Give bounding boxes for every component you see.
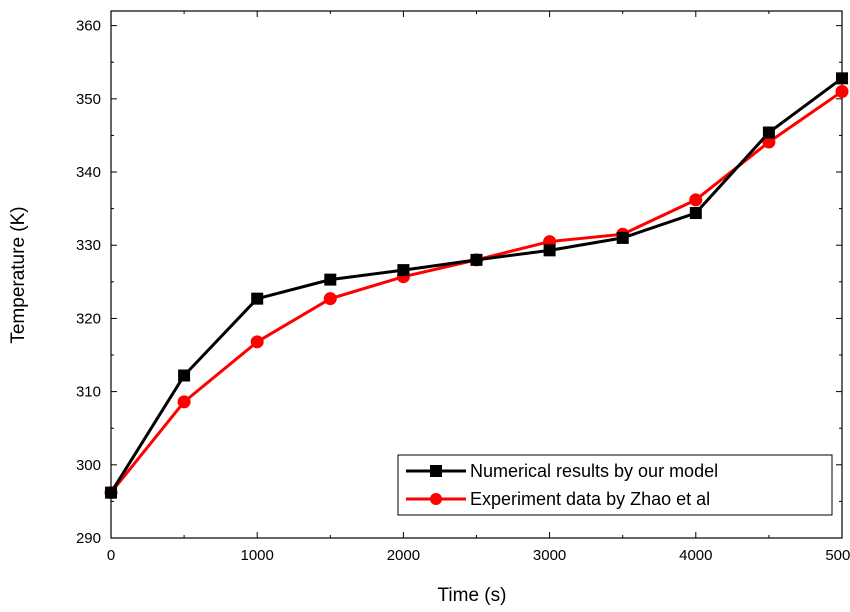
data-point-square xyxy=(543,244,556,257)
y-tick-label: 330 xyxy=(76,237,101,254)
data-point-square xyxy=(324,273,337,286)
series-layer xyxy=(104,72,849,500)
y-axis-title: Temperature (K) xyxy=(8,206,29,343)
data-point-circle xyxy=(835,85,849,99)
data-point-square xyxy=(105,486,117,499)
series-numerical xyxy=(105,72,848,499)
x-axis-title: Time (s) xyxy=(438,585,507,606)
x-tick-label: 5000 xyxy=(825,547,850,564)
data-point-square xyxy=(470,253,483,266)
x-tick-label: 4000 xyxy=(679,547,712,564)
data-point-square xyxy=(689,207,702,220)
legend-box xyxy=(397,454,833,516)
axis-ticks xyxy=(110,11,843,539)
legend-entry-numerical: Numerical results by our model xyxy=(406,461,718,481)
x-tick-label: 3000 xyxy=(533,547,566,564)
data-point-square xyxy=(836,72,848,85)
data-point-square xyxy=(178,369,191,382)
axis-tick-labels: 0 1000 2000 3000 4000 5000 290 300 310 320 330 340 3… xyxy=(76,18,850,564)
legend-label-numerical: Numerical results by our model xyxy=(470,461,718,481)
y-tick-label: 320 xyxy=(76,310,101,327)
legend-entry-experiment: Experiment data by Zhao et al xyxy=(406,489,710,509)
data-point-square xyxy=(397,264,410,277)
x-tick-label: 1000 xyxy=(241,547,274,564)
data-point-square xyxy=(251,292,264,305)
y-tick-label: 340 xyxy=(76,164,101,181)
data-point-circle xyxy=(689,193,703,207)
legend-label-experiment: Experiment data by Zhao et al xyxy=(470,489,710,509)
legend-marker-circle xyxy=(430,493,442,505)
x-tick-label: 0 xyxy=(107,547,115,564)
data-point-circle xyxy=(177,395,191,409)
data-point-square xyxy=(762,126,775,139)
series-line xyxy=(109,90,843,494)
series-experiment xyxy=(104,85,849,500)
x-tick-label: 2000 xyxy=(387,547,420,564)
legend-marker-square xyxy=(430,465,442,477)
legend: Numerical results by our model Experimen… xyxy=(397,454,833,516)
y-tick-label: 290 xyxy=(76,530,101,547)
y-tick-label: 300 xyxy=(76,457,101,474)
y-tick-label: 310 xyxy=(76,384,101,401)
y-tick-label: 350 xyxy=(76,91,101,108)
series-line xyxy=(109,77,843,494)
data-point-circle xyxy=(323,292,337,306)
y-tick-label: 360 xyxy=(76,18,101,35)
data-point-circle xyxy=(250,335,264,349)
data-point-circle xyxy=(762,135,776,149)
data-point-square xyxy=(616,231,629,244)
